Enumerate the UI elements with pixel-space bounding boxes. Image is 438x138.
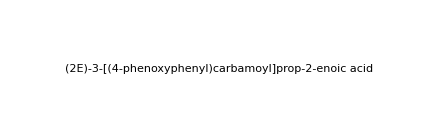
- Text: (2E)-3-[(4-phenoxyphenyl)carbamoyl]prop-2-enoic acid: (2E)-3-[(4-phenoxyphenyl)carbamoyl]prop-…: [65, 64, 373, 74]
